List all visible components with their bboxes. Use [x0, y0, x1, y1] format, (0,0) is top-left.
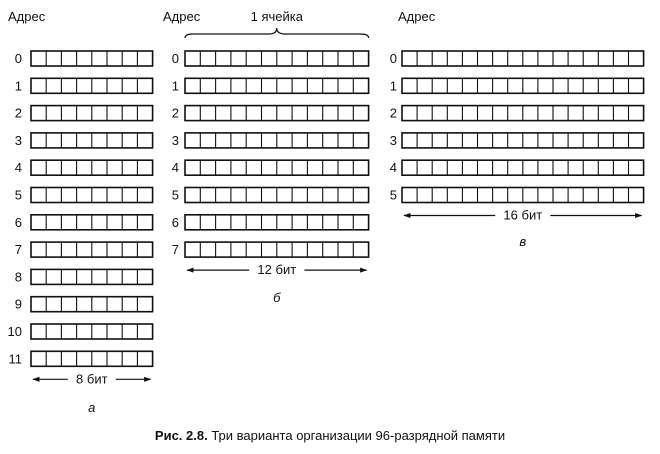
address-label: 7 — [15, 242, 22, 257]
address-label: 0 — [390, 51, 397, 66]
address-label: 1 — [172, 78, 179, 93]
address-label: 2 — [15, 106, 22, 121]
address-label: 2 — [390, 106, 397, 121]
panel-label: б — [273, 290, 281, 305]
address-label: 9 — [15, 297, 22, 312]
address-label: 3 — [172, 133, 179, 148]
address-label: 6 — [15, 215, 22, 230]
address-label: 8 — [15, 269, 22, 284]
address-label: 7 — [172, 242, 179, 257]
cell-brace — [184, 27, 370, 39]
panel-label: в — [519, 234, 526, 249]
bit-width-label: 12 бит — [257, 262, 296, 277]
address-label: 10 — [8, 324, 22, 339]
address-label: 4 — [15, 160, 22, 175]
panel-label: а — [88, 400, 95, 415]
address-header: Адрес — [398, 9, 436, 24]
address-label: 0 — [172, 51, 179, 66]
address-label: 5 — [390, 188, 397, 203]
address-header: Адрес — [163, 9, 201, 24]
address-label: 1 — [390, 78, 397, 93]
bit-width-label: 8 бит — [76, 371, 108, 386]
address-label: 4 — [390, 160, 397, 175]
cell-brace-label: 1 ячейка — [251, 9, 304, 24]
address-label: 1 — [15, 78, 22, 93]
address-label: 3 — [15, 133, 22, 148]
bit-width-label: 16 бит — [503, 208, 542, 223]
address-label: 5 — [15, 188, 22, 203]
address-label: 5 — [172, 188, 179, 203]
caption-prefix: Рис. 2.8. — [154, 428, 208, 443]
figure-caption: Рис. 2.8. Три варианта организации 96-ра… — [0, 428, 660, 443]
address-label: 4 — [172, 160, 179, 175]
address-label: 6 — [172, 215, 179, 230]
address-label: 2 — [172, 106, 179, 121]
caption-text: Три варианта организации 96-разрядной па… — [211, 428, 506, 443]
address-header: Адрес — [8, 9, 46, 24]
address-label: 3 — [390, 133, 397, 148]
address-label: 11 — [9, 351, 23, 366]
address-label: 0 — [15, 51, 22, 66]
